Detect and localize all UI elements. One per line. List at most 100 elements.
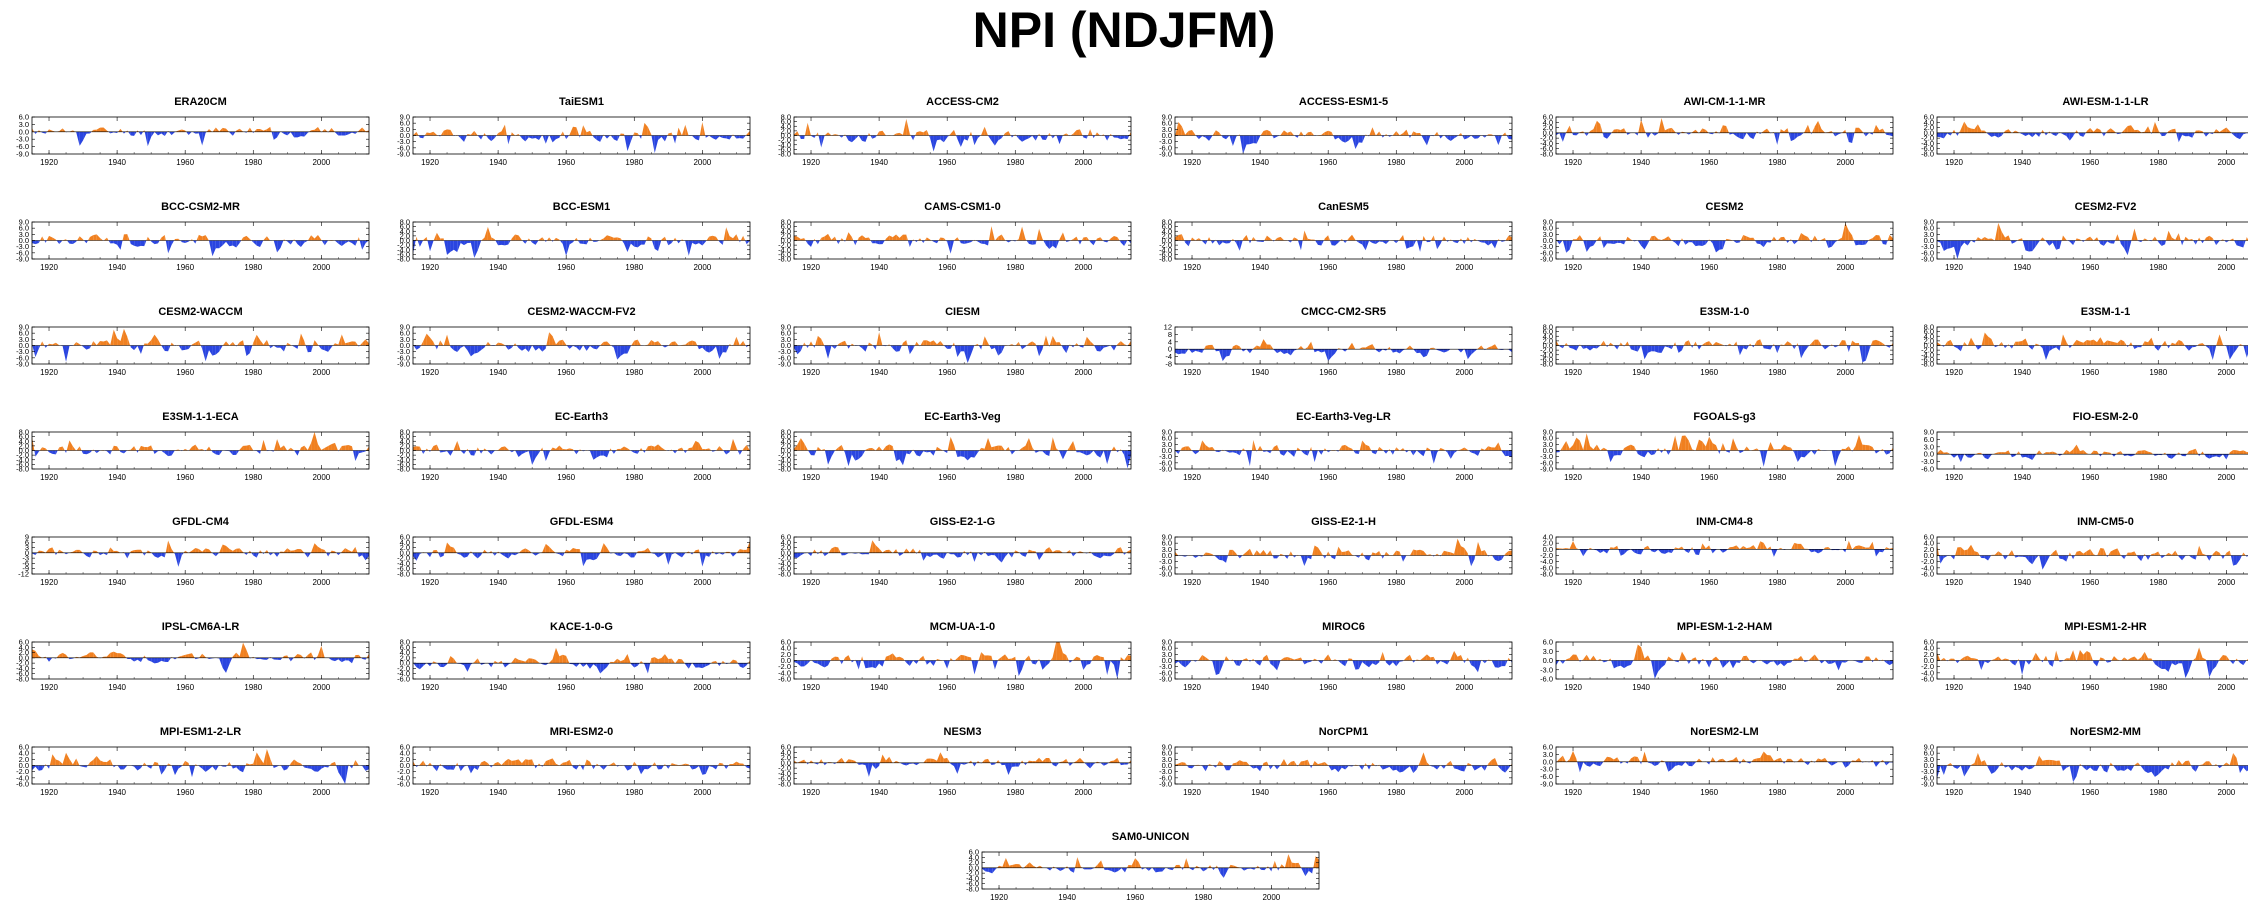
panel-e3sm-1-1-ytick-label: -6.0: [1921, 355, 1934, 364]
panel-fio-esm-2-0-area: [2212, 454, 2217, 458]
panel-cesm2-fv2-area: [1950, 240, 1955, 249]
panel-awi-esm-1-1-lr-area: [1964, 121, 1968, 133]
panel-ec-earth3-veg-area: [1096, 450, 1101, 458]
panel-era20cm-area: [117, 131, 119, 134]
panel-e3sm-1-1-eca-area: [59, 446, 63, 451]
panel-cesm2-waccm-area: [86, 345, 90, 350]
panel-gfdl-cm4-area: [205, 548, 210, 553]
panel-canesm5-area: [1334, 240, 1339, 246]
panel-fio-esm-2-0-area: [2028, 454, 2033, 460]
panel-ciesm-area: [804, 342, 807, 346]
panel-access-esm1-5-area: [1392, 131, 1397, 136]
panel-cesm2-waccm-area: [106, 340, 111, 346]
panel-cams-csm1-0-area: [931, 240, 934, 242]
panel-e3sm-1-0-area: [1739, 345, 1744, 356]
panel-e3sm-1-1-area: [2168, 345, 2171, 349]
panel-cams-csm1-0-area: [1008, 240, 1012, 243]
panel-ec-earth3-area: [428, 450, 431, 452]
panel-cesm2-waccm-area: [362, 339, 366, 346]
panel-gfdl-cm4-area: [174, 552, 179, 567]
panel-awi-cm-1-1-mr-area: [1712, 132, 1715, 135]
panel-access-cm2-area: [953, 129, 957, 136]
panel-ciesm-area: [813, 345, 815, 348]
panel-cesm2-area: [1811, 240, 1813, 243]
panel-ec-earth3-veg-lr-area: [1257, 445, 1261, 451]
panel-cesm2-area: [1831, 240, 1836, 247]
panel-access-cm2-area: [858, 135, 863, 141]
panel-awi-cm-1-1-mr-area: [1779, 129, 1781, 133]
panel-bcc-esm1-area: [467, 240, 471, 243]
panel-cesm2-area: [1566, 240, 1570, 253]
panel-ciesm-area: [824, 345, 829, 359]
panel-bcc-esm1-area: [419, 240, 424, 247]
panel-cesm2-waccm-area: [100, 341, 104, 346]
panel-era20cm-area: [294, 131, 298, 138]
panel-access-esm1-5-area: [1209, 135, 1213, 141]
panel-e3sm-1-1-eca-area: [153, 450, 155, 455]
panel-fio-esm-2-0-area: [2098, 454, 2101, 457]
panel-ec-earth3-veg-lr-xtick-label: 2000: [1455, 473, 1473, 482]
panel-ciesm-ytick-label: 6.0: [781, 329, 791, 338]
panel-era20cm-area: [365, 130, 369, 132]
panel-ec-earth3-veg-area: [848, 450, 852, 467]
panel-awi-cm-1-1-mr-area: [1767, 128, 1771, 133]
panel-access-cm2-area: [855, 135, 859, 140]
panel-ciesm-area: [1110, 345, 1114, 351]
panel-awi-esm-1-1-lr-ytick-label: 4.0: [1924, 118, 1934, 127]
panel-cesm2-fv2-area: [2178, 233, 2181, 241]
panel-canesm5-area: [1229, 240, 1232, 244]
panel-fgoals-g3-area: [1736, 446, 1739, 451]
panel-cesm2-area: [1603, 240, 1608, 249]
panel-gfdl-cm4-area: [151, 552, 155, 557]
panel-ec-earth3-veg-area: [1103, 450, 1108, 465]
panel-era20cm-area: [122, 131, 124, 134]
panel-bcc-esm1-area: [528, 238, 531, 241]
panel-cmcc-cm2-sr5-xtick-label: 1940: [1251, 368, 1269, 377]
panel-cesm2-waccm-ytick-label: -3.0: [16, 347, 29, 356]
panel-access-esm1-5-xtick-label: 1920: [1183, 158, 1201, 167]
panel-fgoals-g3-area: [1719, 450, 1721, 454]
panel-canesm5-area: [1307, 238, 1312, 241]
panel-e3sm-1-1-eca-area: [229, 450, 233, 455]
panel-access-cm2-area: [902, 118, 907, 136]
panel-cams-csm1-0-area: [865, 237, 869, 241]
panel-access-esm1-5-ytick-label: -9.0: [1159, 150, 1172, 159]
panel-bcc-esm1-area: [530, 240, 533, 243]
panel-bcc-csm2-mr-area: [62, 239, 67, 241]
panel-access-cm2-area: [1001, 135, 1004, 139]
panel-awi-cm-1-1-mr-area: [1590, 129, 1594, 133]
panel-gfdl-cm4-area: [294, 548, 298, 553]
panel-bcc-esm1-area: [746, 240, 750, 245]
panel-fgoals-g3-ytick-label: -9.0: [1540, 465, 1553, 474]
panel-ec-earth3-veg-lr-area: [1468, 450, 1472, 453]
panel-bcc-esm1-area: [577, 240, 580, 244]
panel-cmcc-cm2-sr5-area: [1390, 349, 1393, 353]
panel-e3sm-1-1-eca-ytick-label: 0.0: [19, 446, 29, 455]
panel-ciesm-area: [1025, 345, 1027, 347]
panel-fgoals-g3-area: [1773, 449, 1778, 451]
panel-e3sm-1-1-area: [2001, 342, 2004, 346]
panel-ec-earth3-area: [501, 446, 505, 451]
panel-fgoals-g3-area: [1666, 450, 1669, 455]
panel-cmcc-cm2-sr5-area: [1382, 349, 1387, 351]
panel-bcc-csm2-mr-area: [311, 235, 315, 241]
panel-e3sm-1-1-area: [2134, 345, 2138, 349]
panel-cesm2-area: [1586, 240, 1591, 252]
panel-ciesm-area: [991, 345, 995, 350]
panel-fio-esm-2-0-ytick-label: -3.0: [1921, 457, 1934, 466]
panel-ec-earth3-area: [413, 446, 417, 451]
panel-ec-earth3-veg-lr-ytick-label: 0.0: [1162, 446, 1172, 455]
panel-e3sm-1-1-area: [2015, 341, 2019, 346]
panel-cesm2-waccm-area: [40, 341, 43, 346]
panel-cesm2-fv2-area: [2073, 240, 2076, 246]
panel-cmcc-cm2-sr5-area: [1379, 349, 1383, 353]
panel-bcc-esm1-area: [511, 234, 516, 241]
panel-ec-earth3-veg-area: [868, 448, 873, 451]
panel-cmcc-cm2-sr5-area: [1369, 344, 1373, 350]
panel-awi-esm-1-1-lr-area: [2158, 129, 2160, 133]
panel-taiesm1-area: [586, 130, 591, 136]
panel-e3sm-1-1-xtick-label: 1940: [2013, 368, 2031, 377]
panel-awi-esm-1-1-lr-area: [2127, 125, 2132, 133]
panel-awi-cm-1-1-mr-area: [1863, 132, 1866, 137]
panel-ec-earth3-veg-area: [930, 450, 934, 456]
